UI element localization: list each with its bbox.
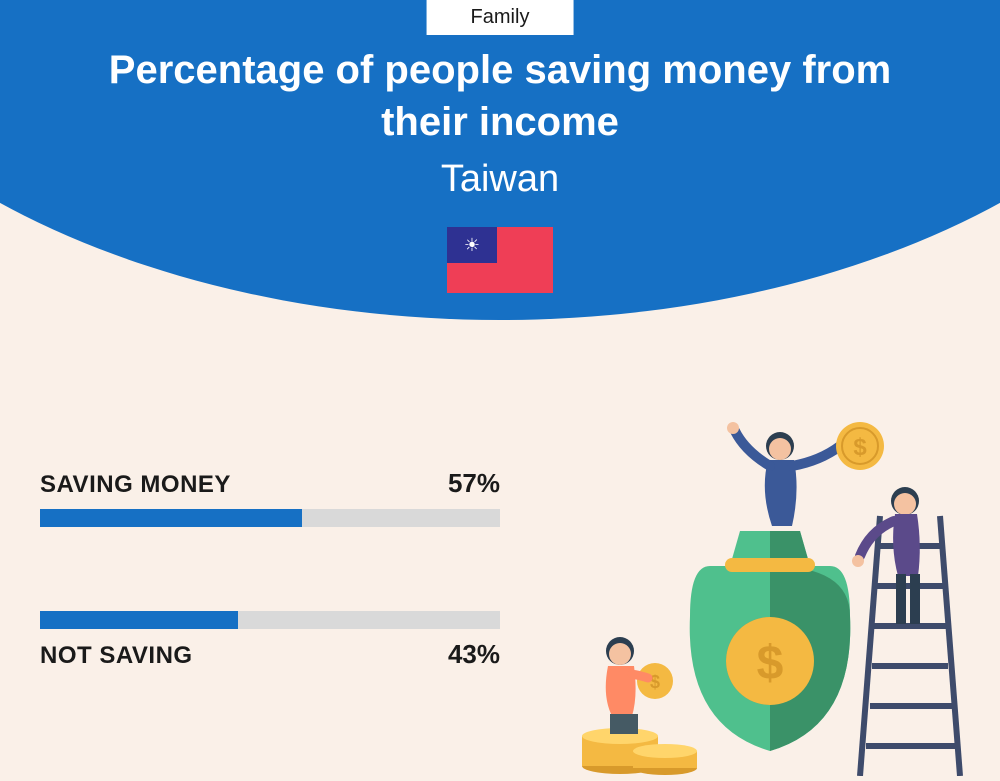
category-tag: Family xyxy=(427,0,574,35)
stat-label: SAVING MONEY xyxy=(40,471,231,499)
page-title: Percentage of people saving money from t… xyxy=(0,44,1000,148)
stat-value: 43% xyxy=(448,639,500,670)
bar-track xyxy=(40,611,500,629)
country-name: Taiwan xyxy=(0,158,1000,201)
stat-label: NOT SAVING xyxy=(40,642,193,670)
svg-text:$: $ xyxy=(853,434,867,461)
stat-not-saving: NOT SAVING 43% xyxy=(40,611,500,670)
stat-saving-money: SAVING MONEY 57% xyxy=(40,468,500,527)
stat-header: SAVING MONEY 57% xyxy=(40,468,500,499)
svg-text:$: $ xyxy=(757,637,784,690)
money-bag-illustration-icon: $ xyxy=(560,416,980,776)
savings-illustration: $ xyxy=(560,416,980,776)
person-top-icon: $ xyxy=(727,422,884,526)
coin-stack-icon xyxy=(582,728,697,775)
bar-fill xyxy=(40,611,238,629)
stat-value: 57% xyxy=(448,468,500,499)
taiwan-flag: ☀ xyxy=(447,227,553,293)
person-ladder-icon xyxy=(852,487,920,624)
stats-container: SAVING MONEY 57% NOT SAVING 43% xyxy=(40,468,500,754)
flag-sun-icon: ☀ xyxy=(464,236,480,254)
stat-header: NOT SAVING 43% xyxy=(40,639,500,670)
person-sitting-icon: $ xyxy=(606,637,673,734)
money-bag-icon: $ xyxy=(690,531,851,751)
bar-fill xyxy=(40,509,302,527)
bar-track xyxy=(40,509,500,527)
flag-canton: ☀ xyxy=(447,227,497,263)
svg-text:$: $ xyxy=(650,672,660,692)
